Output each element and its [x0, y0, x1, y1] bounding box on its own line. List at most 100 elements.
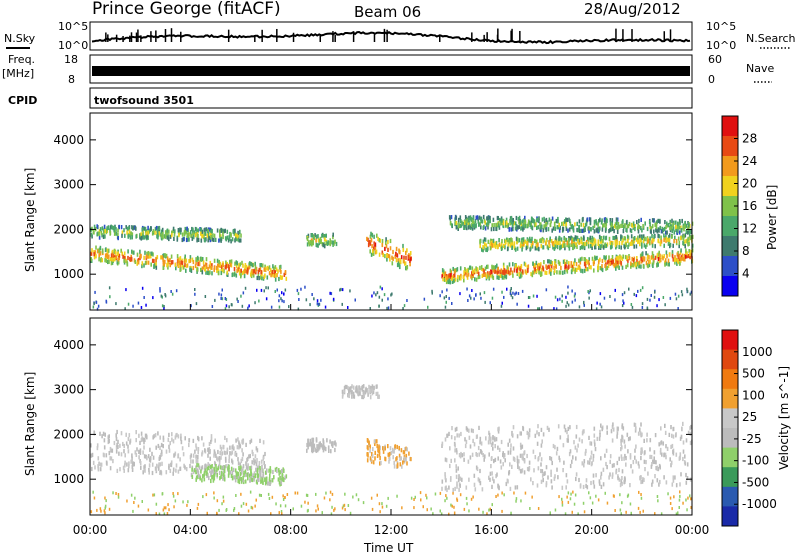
range-cell: [627, 224, 630, 229]
range-cell: [688, 253, 690, 259]
range-cell: [210, 437, 213, 442]
range-cell: [271, 269, 274, 275]
range-cell: [638, 224, 641, 229]
range-cell: [497, 445, 499, 450]
range-cell: [544, 471, 546, 476]
range-cell: [237, 478, 239, 484]
range-cell: [392, 449, 394, 454]
range-cell: [332, 240, 335, 245]
range-cell: [216, 467, 218, 472]
range-cell: [247, 463, 249, 468]
range-cell: [665, 261, 668, 266]
range-cell: [450, 272, 453, 278]
range-cell: [545, 239, 548, 244]
range-cell: [492, 217, 495, 222]
scatter-cell: [341, 288, 344, 292]
range-cell: [531, 218, 534, 224]
range-cell: [395, 457, 397, 462]
range-cell: [243, 473, 245, 478]
scatter-cell: [622, 299, 624, 303]
range-cell: [678, 254, 681, 259]
range-cell: [182, 452, 185, 457]
range-cell: [562, 240, 564, 245]
range-cell: [498, 223, 500, 228]
range-cell: [164, 230, 167, 235]
range-cell: [478, 478, 481, 483]
range-cell: [542, 239, 544, 244]
range-cell: [201, 233, 204, 239]
range-cell: [532, 241, 534, 246]
scatter-cell: [278, 299, 280, 303]
scatter-cell: [216, 499, 219, 503]
scatter-cell: [559, 297, 561, 301]
range-cell: [678, 256, 681, 261]
range-cell: [259, 266, 262, 271]
range-cell: [579, 245, 582, 251]
range-cell: [110, 225, 112, 230]
range-cell: [215, 464, 217, 469]
range-cell: [247, 466, 249, 471]
range-cell: [204, 227, 206, 232]
range-cell: [528, 428, 531, 433]
range-cell: [180, 440, 183, 445]
range-cell: [578, 219, 581, 224]
range-cell: [191, 474, 194, 479]
scatter-cell: [284, 288, 287, 292]
range-cell: [125, 432, 127, 437]
scatter-cell: [561, 299, 563, 303]
range-cell: [593, 433, 596, 438]
range-cell: [583, 268, 586, 273]
range-cell: [209, 456, 211, 461]
range-cell: [519, 442, 522, 447]
range-cell: [105, 453, 108, 458]
range-cell: [396, 262, 399, 268]
range-cell: [518, 274, 521, 279]
range-cell: [590, 244, 592, 249]
range-cell: [648, 255, 650, 260]
range-cell: [174, 229, 176, 234]
range-cell: [390, 450, 393, 456]
range-cell: [675, 432, 677, 437]
range-cell: [131, 232, 134, 237]
scatter-cell: [164, 293, 166, 296]
cpid-value: twofsound 3501: [94, 94, 194, 107]
scatter-cell: [141, 286, 144, 290]
power-y-label: Slant Range [km]: [23, 168, 37, 272]
range-cell: [441, 441, 444, 446]
range-cell: [112, 253, 115, 258]
range-cell: [329, 242, 332, 247]
range-cell: [529, 236, 531, 241]
range-cell: [194, 449, 196, 454]
range-cell: [114, 250, 117, 255]
range-cell: [625, 456, 627, 461]
scatter-cell: [117, 493, 120, 496]
range-cell: [230, 473, 233, 478]
range-cell: [322, 445, 324, 450]
scatter-cell: [286, 493, 289, 496]
range-cell: [606, 260, 609, 265]
range-cell: [631, 262, 633, 268]
range-cell: [550, 479, 553, 484]
range-cell: [602, 482, 605, 487]
range-cell: [484, 266, 487, 271]
range-cell: [268, 481, 271, 486]
range-cell: [241, 456, 244, 462]
range-cell: [533, 263, 535, 268]
range-cell: [159, 470, 161, 475]
range-cell: [183, 259, 186, 264]
scatter-cell: [561, 503, 564, 507]
range-cell: [110, 253, 113, 258]
range-cell: [489, 218, 491, 223]
range-cell: [186, 233, 189, 238]
scatter-cell: [566, 495, 568, 499]
range-cell: [259, 466, 261, 471]
range-cell: [500, 218, 502, 223]
range-cell: [309, 442, 311, 447]
range-cell: [512, 262, 514, 267]
scatter-cell: [571, 510, 573, 514]
y-tick-label: 3000: [53, 178, 84, 192]
range-cell: [264, 451, 266, 457]
range-cell: [329, 238, 331, 243]
range-cell: [200, 231, 202, 236]
range-cell: [550, 469, 552, 474]
